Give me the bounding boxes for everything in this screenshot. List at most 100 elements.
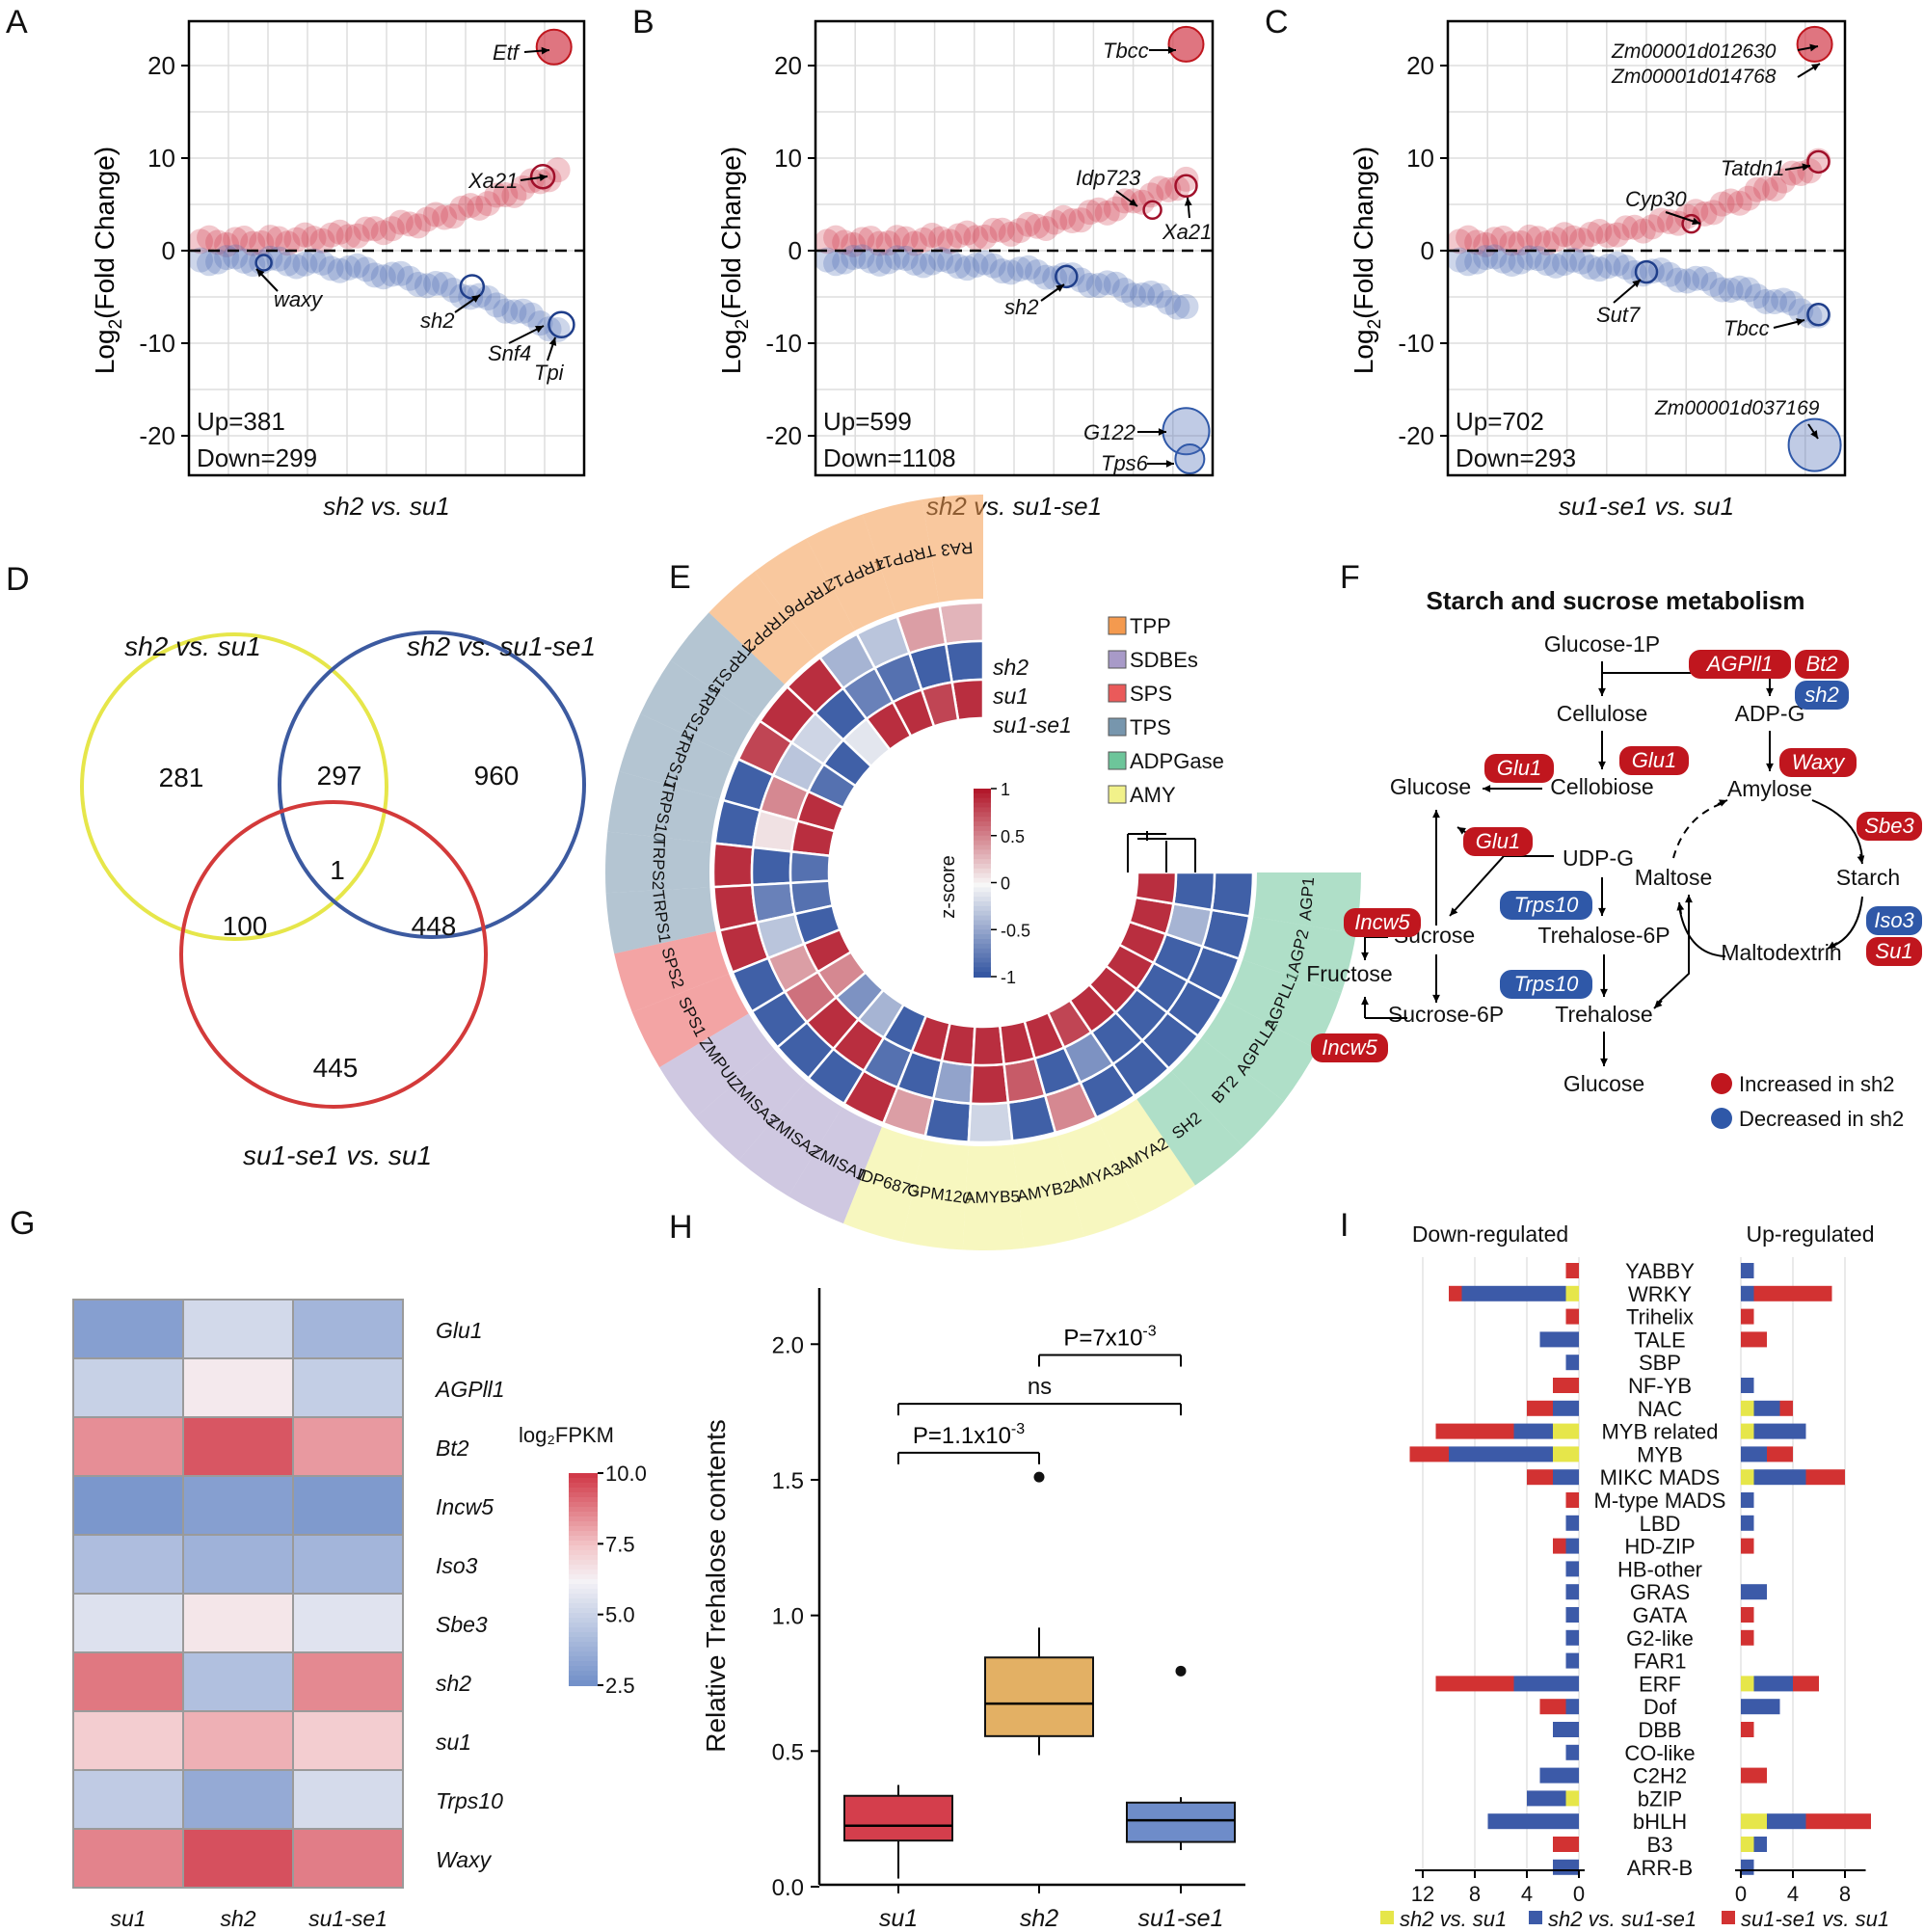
arrow [1857, 853, 1865, 865]
panel-letter: B [632, 4, 655, 40]
arrow-head [1857, 855, 1865, 864]
row-label: Waxy [436, 1847, 493, 1872]
down-bar [1553, 1538, 1566, 1554]
arrow [1600, 1032, 1608, 1066]
gene-badge-label: sh2 [1804, 683, 1838, 707]
y-axis-label-part: (Fold Change) [1349, 147, 1378, 319]
arrow-head [548, 337, 557, 346]
marker-tatdn1 [1806, 149, 1830, 174]
heat-cell [72, 1828, 184, 1889]
legend-swatch [1108, 684, 1127, 703]
arrow [1598, 731, 1606, 769]
colorbar-step [569, 1521, 598, 1527]
heat-cell [182, 1357, 294, 1418]
arrow-head [1600, 1058, 1608, 1066]
gene-label: Tbcc [1724, 316, 1770, 340]
up-bar [1793, 1676, 1819, 1692]
arrow-head [1692, 217, 1700, 226]
box [1126, 1801, 1236, 1843]
gene-label: Snf4 [488, 341, 531, 365]
pathway-node: UDP-G [1563, 845, 1634, 871]
colorbar-tick-label: 1 [1001, 780, 1010, 799]
group-band [788, 1107, 882, 1224]
legend-label: AMY [1130, 783, 1176, 807]
colorbar-step [569, 1594, 598, 1599]
up-bar [1741, 1629, 1754, 1646]
down-bar [1513, 1423, 1553, 1439]
down-point [963, 252, 989, 278]
legend-swatch [1108, 717, 1127, 737]
legend-label: SPS [1130, 682, 1172, 706]
group-band [901, 1140, 969, 1250]
down-point [1587, 256, 1613, 282]
up-point [501, 182, 527, 208]
heat-cell [72, 1357, 184, 1418]
up-point [1033, 215, 1059, 241]
down-bar [1539, 1767, 1579, 1784]
up-bar [1741, 1285, 1754, 1301]
arrow [1717, 799, 1728, 807]
up-point [1525, 226, 1551, 252]
venn-count: 297 [317, 761, 362, 791]
down-point [1025, 259, 1051, 285]
down-point [1613, 255, 1639, 281]
colorbar-step [569, 1676, 598, 1681]
venn-set-label: sh2 vs. su1 [124, 631, 261, 661]
family-label: SBP [1639, 1351, 1681, 1375]
group-band [842, 1126, 924, 1242]
pathway-node: Glucose [1390, 774, 1471, 799]
group-band [614, 931, 730, 1013]
group-band [862, 499, 940, 613]
pathway-node: Glucose [1563, 1071, 1644, 1096]
colorbar-step [974, 920, 991, 926]
up-point [823, 225, 849, 251]
legend-label: sh2 vs. su1-se1 [1548, 1907, 1697, 1931]
down-bar [1553, 1423, 1579, 1439]
y-tick-label: 10 [774, 144, 802, 173]
colorbar-step [974, 962, 991, 969]
up-point [379, 216, 405, 242]
down-point [875, 249, 901, 275]
up-point [1604, 222, 1630, 248]
up-point [920, 223, 946, 249]
y-tick-label: -10 [765, 329, 802, 358]
venn-set-label: su1-se1 vs. su1 [243, 1140, 432, 1170]
colorbar-step [569, 1579, 598, 1585]
arrow-head [1828, 941, 1836, 949]
down-bar [1435, 1423, 1514, 1439]
up-bar [1741, 1813, 1767, 1830]
arrow-head [1432, 810, 1440, 818]
col-label: su1-se1 [308, 1906, 387, 1931]
up-bar [1741, 1400, 1754, 1416]
up-point [249, 230, 275, 256]
arrow-head [1598, 907, 1606, 916]
heat-cell [292, 1593, 404, 1653]
arrow [1766, 731, 1774, 771]
legend-label: Decreased in sh2 [1739, 1107, 1904, 1131]
colorbar-step [974, 812, 991, 818]
gene-badge [1866, 906, 1922, 935]
up-point [1639, 214, 1665, 240]
y-axis-label-sub: 2 [106, 319, 126, 330]
arrow-head [1676, 902, 1685, 911]
family-label: bZIP [1638, 1786, 1682, 1811]
arrow [1598, 673, 1606, 696]
panel-letter: D [6, 561, 30, 598]
arrow-shaft [1811, 799, 1863, 861]
down-bar [1527, 1400, 1553, 1416]
colorbar-step [569, 1637, 598, 1643]
y-tick-label: 20 [147, 51, 175, 80]
up-point [240, 230, 266, 256]
up-point [266, 226, 292, 252]
plot-frame [1446, 19, 1847, 477]
outlier-up-point [1796, 25, 1833, 63]
down-point [1569, 249, 1595, 275]
group-band [738, 1081, 842, 1196]
y-tick-label: 1.0 [772, 1604, 804, 1630]
up-bar [1741, 1263, 1754, 1278]
down-point [231, 248, 257, 274]
arrow [1361, 937, 1369, 960]
up-point [432, 204, 458, 230]
colorbar-step [569, 1618, 598, 1623]
gene-badge-label: Sbe3 [1864, 814, 1914, 838]
